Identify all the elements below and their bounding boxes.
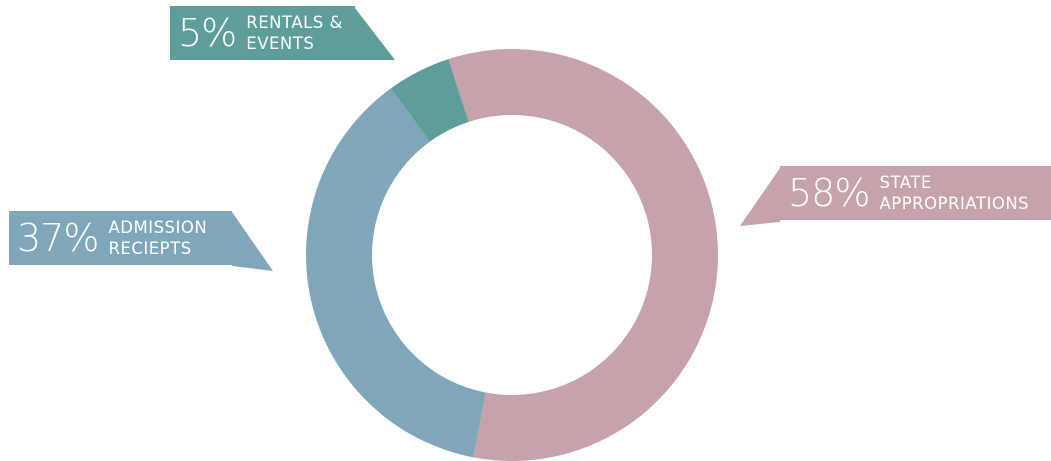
- category-label: RENTALS & EVENTS: [246, 13, 343, 53]
- value-label: 58%: [788, 171, 870, 215]
- donut-slice: [305, 88, 486, 458]
- callout: 5% RENTALS & EVENTS: [170, 6, 355, 60]
- callout-pointer: [232, 212, 273, 271]
- callout-pointer: [355, 8, 395, 60]
- category-label: STATE APPROPRIATIONS: [879, 173, 1030, 213]
- category-label: ADMISSION RECIEPTS: [108, 218, 208, 258]
- donut-slice: [390, 59, 469, 142]
- callout: 37% ADMISSION RECIEPTS: [9, 211, 232, 265]
- value-label: 37%: [17, 216, 99, 260]
- value-label: 5%: [178, 11, 237, 55]
- callout-pointer: [740, 168, 780, 226]
- callout: 58% STATE APPROPRIATIONS: [780, 166, 1051, 220]
- donut-slice: [448, 49, 718, 461]
